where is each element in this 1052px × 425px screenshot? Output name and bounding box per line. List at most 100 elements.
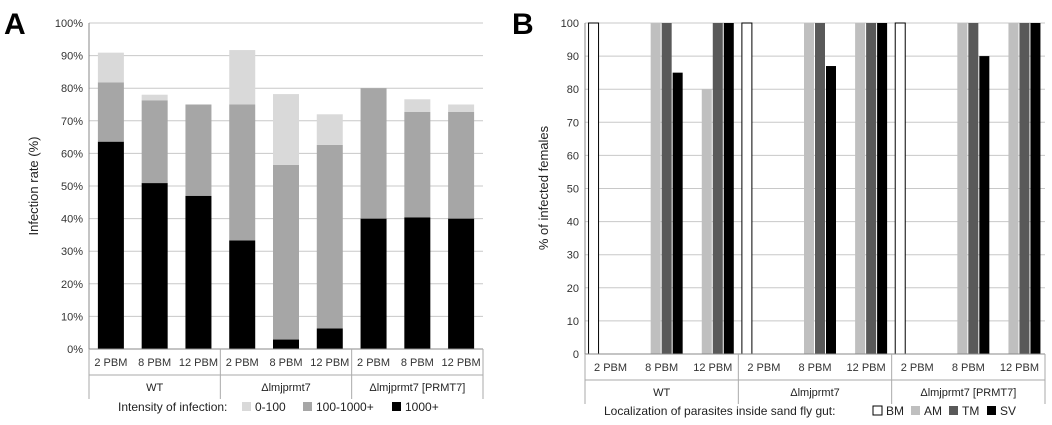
panel-b-letter: B [512,8,534,41]
x-tick-label: 12 PBM [310,357,349,369]
bar [968,23,979,354]
panel-a-legend: Intensity of infection: 0-100 100-1000+ 100… [118,400,439,414]
bar-segment [229,240,256,349]
legend-swatch [987,406,996,415]
y-tick-label: 60% [61,148,83,160]
bar-segment [229,50,256,105]
x-tick-label: 2 PBM [747,362,780,374]
x-tick-label: 8 PBM [952,362,985,374]
y-tick-label: 30 [567,250,579,262]
x-tick-label: 8 PBM [269,357,302,369]
bar [712,23,723,354]
bar-segment [97,82,124,142]
bar [1019,23,1030,354]
bar [661,23,672,354]
bar [877,23,888,354]
x-tick-label: 8 PBM [645,362,678,374]
bar [1030,23,1041,354]
legend-swatch [303,402,312,411]
y-tick-label: 10 [567,316,579,328]
bar-segment [404,99,431,112]
legend-label: AM [924,404,942,418]
panel-a: A 0% 10% 20% 30% 40% 50% 60% 70% 80% 90% 100% 2 PB… [4,8,484,414]
bar [672,72,683,355]
bar [815,23,825,354]
bar-segment [404,111,431,218]
y-tick-label: 50% [61,181,83,193]
bar [650,23,661,354]
bar [979,56,990,354]
panel-a-bars [97,50,475,349]
panel-b-x-axis: 2 PBM 8 PBM 12 PBM 2 PBM 8 PBM 12 PBM 2 PBM 8 P… [584,353,1046,404]
group-label: WT [146,382,163,394]
bar-segment [316,144,343,329]
panel-a-y-tick-labels: 0% 10% 20% 30% 40% 50% 60% 70% 80% 90% 100% [55,18,83,356]
bar-segment [229,104,256,241]
bar-segment [448,104,475,112]
y-tick-label: 60 [567,150,579,162]
panel-b-legend: Localization of parasites inside sand fl… [604,404,1016,418]
group-label: Δlmjprmt7 [261,382,311,394]
bar-segment [185,104,212,196]
x-tick-label: 2 PBM [226,357,259,369]
legend-label: SV [1000,404,1016,418]
x-tick-label: 12 PBM [442,357,481,369]
y-tick-label: 40 [567,217,579,229]
bar-segment [316,114,343,145]
x-tick-label: 12 PBM [693,362,732,374]
bar [855,23,866,354]
x-tick-label: 12 PBM [179,357,218,369]
legend-swatch [949,406,958,415]
x-tick-label: 12 PBM [847,362,886,374]
bar-segment [448,111,475,219]
y-tick-label: 20% [61,279,83,291]
group-label: WT [653,387,670,399]
bar [804,23,814,354]
x-tick-label: 8 PBM [798,362,831,374]
y-tick-label: 10% [61,311,83,323]
y-tick-label: 70% [61,116,83,128]
legend-title: Intensity of infection: [118,400,227,414]
y-tick-label: 80 [567,84,579,96]
legend-swatch [872,405,883,416]
bar-segment [316,328,343,349]
bar [701,89,712,354]
panel-b-y-tick-labels: 0 10 20 30 40 50 60 70 80 90 100 [561,18,579,361]
panel-a-y-axis-label: Infection rate (%) [26,137,41,236]
bar [741,22,753,355]
panel-a-x-axis: 2 PBM 8 PBM 12 PBM 2 PBM 8 PBM 12 PBM 2 PBM 8 P… [88,348,484,399]
legend-label: 100-1000+ [316,400,374,414]
y-tick-label: 80% [61,83,83,95]
x-tick-label: 8 PBM [401,357,434,369]
legend-swatch [242,402,251,411]
bar [723,23,734,354]
bar [1008,23,1019,354]
bar-segment [404,217,431,349]
panel-b-y-axis-label: % of infected females [536,125,551,250]
legend-label: TM [962,404,979,418]
bar-segment [360,218,387,349]
y-tick-label: 70 [567,117,579,129]
bar-segment [185,195,212,349]
x-tick-label: 2 PBM [94,357,127,369]
y-tick-label: 100% [55,18,83,30]
bar [894,22,906,355]
legend-swatch [911,406,920,415]
bar-segment [141,94,168,101]
group-label: Δlmjprmt7 [790,387,840,399]
panel-b: B 0 10 20 30 40 50 60 70 80 90 100 2 PBM 8 PBM 12 PB… [512,8,1046,418]
y-tick-label: 0% [67,344,83,356]
bar-segment [273,94,299,165]
panel-a-letter: A [4,8,26,41]
bar-segment [273,164,299,340]
bar-segment [97,141,124,349]
x-tick-label: 2 PBM [901,362,934,374]
y-tick-label: 20 [567,283,579,295]
y-tick-label: 0 [573,349,579,361]
y-tick-label: 100 [561,18,579,30]
y-tick-label: 40% [61,214,83,226]
legend-title: Localization of parasites inside sand fl… [604,404,835,418]
group-label: Δlmjprmt7 [PRMT7] [920,387,1016,399]
legend-label: 1000+ [405,400,439,414]
